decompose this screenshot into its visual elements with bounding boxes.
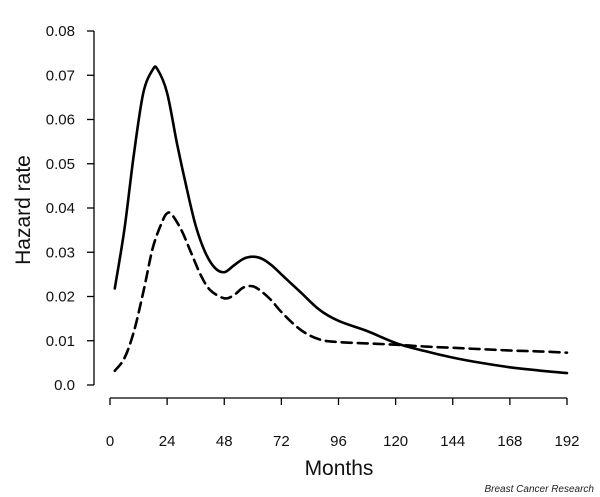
x-tick-label: 0 [106, 433, 114, 450]
x-tick-label: 24 [159, 433, 176, 450]
y-tick-label: 0.0 [54, 377, 75, 394]
y-tick-label: 0.06 [46, 112, 75, 129]
y-tick-label: 0.02 [46, 289, 75, 306]
y-tick-label: 0.07 [46, 67, 75, 84]
y-tick-label: 0.03 [46, 244, 75, 261]
y-axis-title: Hazard rate [12, 155, 35, 265]
x-tick-label: 48 [216, 433, 233, 450]
y-tick-label: 0.01 [46, 333, 75, 350]
x-tick-label: 192 [554, 433, 579, 450]
series-dashed-line [113, 211, 569, 373]
series-solid-line [113, 65, 569, 375]
y-tick-label: 0.04 [46, 200, 75, 217]
source-credit: Breast Cancer Research [484, 484, 595, 495]
x-axis-title: Months [305, 457, 374, 480]
x-axis: 0 24 48 72 96 120 144 168 192 [106, 397, 580, 450]
x-tick-label: 168 [497, 433, 522, 450]
x-tick-label: 96 [330, 433, 347, 450]
x-tick-label: 120 [383, 433, 408, 450]
series-layer [113, 65, 569, 375]
x-tick-label: 72 [273, 433, 290, 450]
y-tick-label: 0.08 [46, 23, 75, 40]
y-axis: 0.0 0.01 0.02 0.03 0.04 0.05 0.06 0.07 0.08 [46, 23, 95, 394]
y-tick-label: 0.05 [46, 156, 75, 173]
x-tick-label: 144 [440, 433, 465, 450]
